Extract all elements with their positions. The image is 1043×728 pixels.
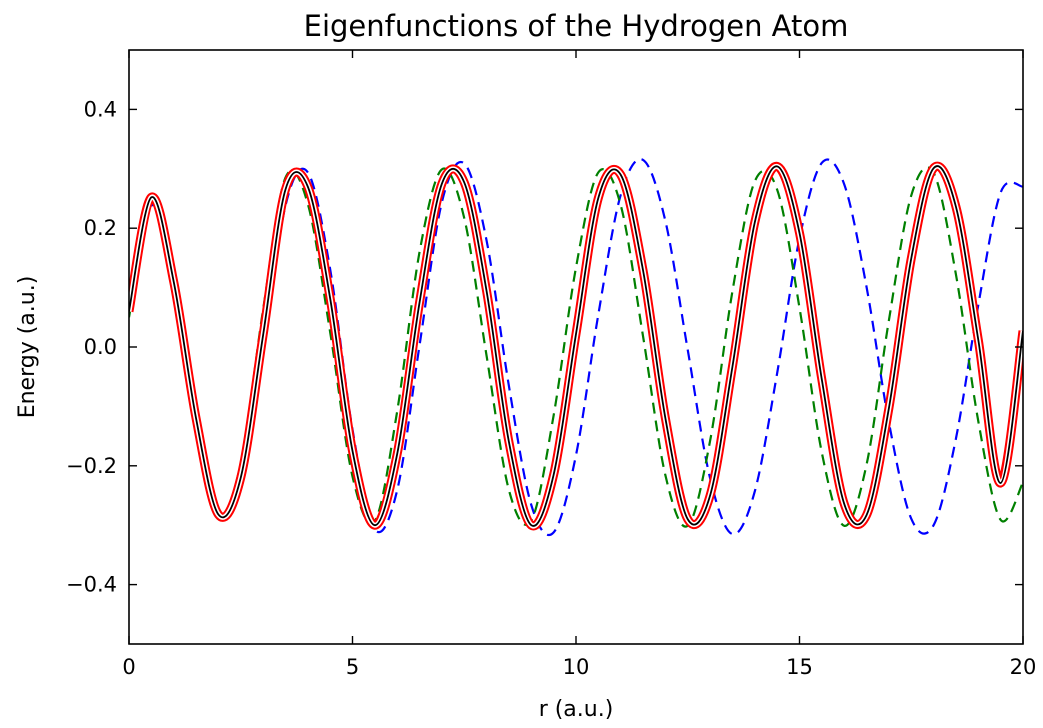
y-tick-label: −0.2 <box>66 454 117 478</box>
series-1-line <box>129 158 1023 537</box>
series-layer <box>129 158 1023 537</box>
x-tick-label: 15 <box>786 655 813 679</box>
chart-title: Eigenfunctions of the Hydrogen Atom <box>304 9 849 43</box>
series-4 <box>129 161 1023 531</box>
y-tick-label: 0.2 <box>84 216 117 240</box>
y-tick-label: 0.0 <box>84 335 117 359</box>
series-1 <box>129 158 1023 537</box>
ticks-layer: 0 5 10 15 20 −0.4 −0.2 0.0 0.2 0.4 <box>66 50 1036 679</box>
x-axis-label: r (a.u.) <box>539 697 614 722</box>
series-2-line <box>129 166 1023 528</box>
series-4-gap <box>129 163 1023 529</box>
x-tick-label: 0 <box>122 655 135 679</box>
x-tick-label: 5 <box>346 655 359 679</box>
series-2 <box>129 166 1023 528</box>
series-4-core-line <box>129 165 1023 527</box>
y-tick-label: 0.4 <box>84 97 117 121</box>
x-tick-label: 20 <box>1010 655 1037 679</box>
y-tick-label: −0.4 <box>66 573 117 597</box>
x-tick-label: 10 <box>563 655 590 679</box>
y-axis-label: Energy (a.u.) <box>15 276 40 419</box>
